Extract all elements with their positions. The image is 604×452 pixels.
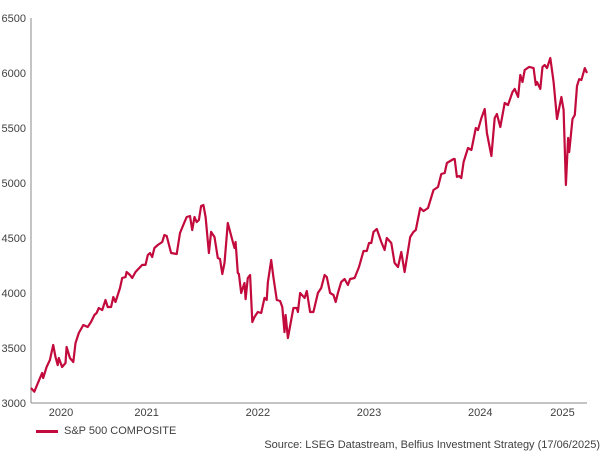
y-tick-label: 3500 — [2, 343, 26, 355]
x-axis-tick-labels: 2020 2021 2022 2023 2024 2025 — [49, 407, 575, 419]
y-tick-label: 5000 — [2, 178, 26, 190]
x-tick-label: 2024 — [468, 407, 492, 419]
y-tick-label: 4000 — [2, 288, 26, 300]
y-axis-tick-labels: 3000 3500 4000 4500 5000 5500 6000 6500 — [2, 13, 26, 410]
x-tick-label: 2023 — [357, 407, 381, 419]
x-tick-label: 2022 — [246, 407, 270, 419]
series-line-sp500 — [30, 56, 589, 393]
y-tick-label: 6000 — [2, 68, 26, 80]
legend-swatch-sp500 — [36, 429, 58, 433]
x-tick-label: 2021 — [134, 407, 158, 419]
y-tick-label: 3000 — [2, 398, 26, 410]
source-note: Source: LSEG Datastream, Belfius Investm… — [264, 439, 600, 451]
series-group — [30, 56, 589, 393]
legend: S&P 500 COMPOSITE — [36, 425, 176, 437]
y-tick-label: 5500 — [2, 123, 26, 135]
y-tick-label: 6500 — [2, 13, 26, 25]
x-tick-label: 2020 — [49, 407, 73, 419]
x-tick-label: 2025 — [550, 407, 574, 419]
y-tick-label: 4500 — [2, 233, 26, 245]
legend-label-sp500: S&P 500 COMPOSITE — [64, 425, 177, 437]
